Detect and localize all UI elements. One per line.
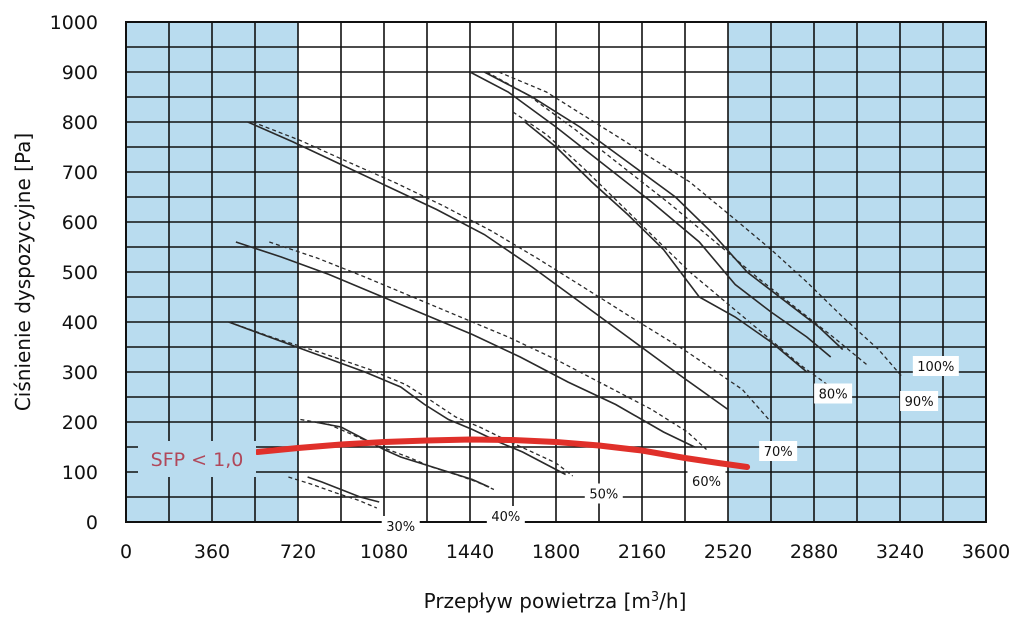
sfp-curve [254, 436, 751, 470]
curve-label: 90% [905, 395, 934, 410]
series-30pct-dashed [288, 476, 378, 509]
series-60pct-dashed [269, 241, 707, 450]
series-80pct-dashed [512, 111, 832, 388]
y-tick-label: 200 [62, 412, 98, 434]
x-tick-label: 360 [194, 541, 230, 563]
curve-label: 80% [819, 388, 848, 403]
series-80pct-solid [524, 121, 808, 373]
curve-label: 100% [917, 360, 954, 375]
series-30pct-solid [307, 476, 380, 503]
y-tick-label: 500 [62, 262, 98, 284]
sfp-line: SFP < 1,0 [138, 436, 751, 477]
curve-label: 40% [491, 510, 520, 525]
x-axis-label: Przepływ powietrza [m3/h] [424, 589, 687, 613]
x-tick-label: 2160 [618, 541, 666, 563]
curve-label: 70% [764, 445, 793, 460]
series-70pct-solid [247, 121, 729, 411]
y-tick-label: 800 [62, 112, 98, 134]
curve-label-bg [486, 506, 525, 526]
curve-label-bg [759, 441, 798, 461]
x-tick-label: 720 [280, 541, 316, 563]
x-axis-label-main: Przepływ powietrza [m [424, 589, 651, 613]
series-lines [228, 71, 903, 509]
x-axis-label-suffix: /h] [659, 589, 686, 613]
y-axis-label: Ciśnienie dyspozycyjne [Pa] [11, 133, 35, 411]
curve-label-bg [381, 516, 420, 536]
series-40pct-dashed [300, 418, 495, 491]
tick-labels: 0 360 720 1080 1440 1800 2160 2520 2880 3240 3600 0… [50, 12, 1011, 563]
series-90pct-solid [469, 71, 832, 358]
x-tick-label: 2520 [704, 541, 752, 563]
series-40pct-solid [314, 421, 490, 488]
x-tick-label: 0 [120, 541, 132, 563]
x-tick-label: 1440 [446, 541, 494, 563]
curve-label-bg [900, 391, 939, 411]
curve-label-bg [912, 356, 959, 376]
curve-label: 50% [589, 488, 618, 503]
curve-label-bg [687, 471, 726, 491]
series-100pct-solid [483, 71, 844, 351]
y-tick-label: 1000 [50, 12, 98, 34]
sfp-label-bg [138, 441, 256, 477]
x-tick-label: 3240 [876, 541, 924, 563]
x-tick-label: 1080 [360, 541, 408, 563]
y-tick-label: 0 [86, 512, 98, 534]
series-70pct-dashed [252, 121, 772, 423]
curve-label: 60% [692, 475, 721, 490]
x-tick-label: 2880 [790, 541, 838, 563]
plot-frame [125, 21, 987, 523]
y-tick-label: 700 [62, 162, 98, 184]
series-60pct-solid [235, 241, 695, 448]
curve-label-bg [814, 383, 853, 404]
y-tick-label: 300 [62, 362, 98, 384]
series-50pct-solid [228, 321, 566, 476]
y-tick-label: 600 [62, 212, 98, 234]
x-axis-label-sup: 3 [651, 590, 659, 605]
curve-label-bg [584, 483, 623, 504]
x-tick-label: 1800 [532, 541, 580, 563]
x-tick-label: 3600 [962, 541, 1010, 563]
curve-labels: 30% 40% 50% 60% 70% 80% 90% 100% [381, 356, 959, 536]
series-100pct-dashed [498, 71, 903, 378]
sfp-label: SFP < 1,0 [151, 449, 244, 471]
y-tick-label: 100 [62, 462, 98, 484]
y-tick-label: 400 [62, 312, 98, 334]
y-tick-label: 900 [62, 62, 98, 84]
series-50pct-dashed [228, 321, 574, 477]
curve-label: 30% [386, 520, 415, 535]
